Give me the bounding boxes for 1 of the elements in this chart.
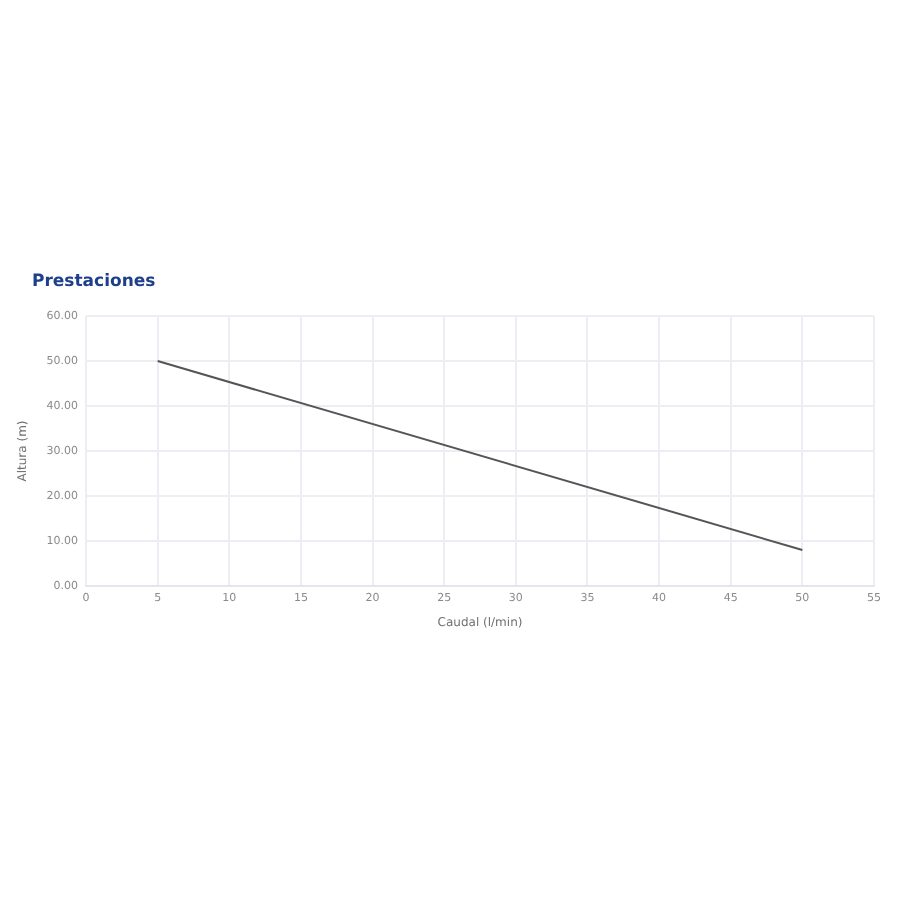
chart-title: Prestaciones xyxy=(32,272,156,292)
